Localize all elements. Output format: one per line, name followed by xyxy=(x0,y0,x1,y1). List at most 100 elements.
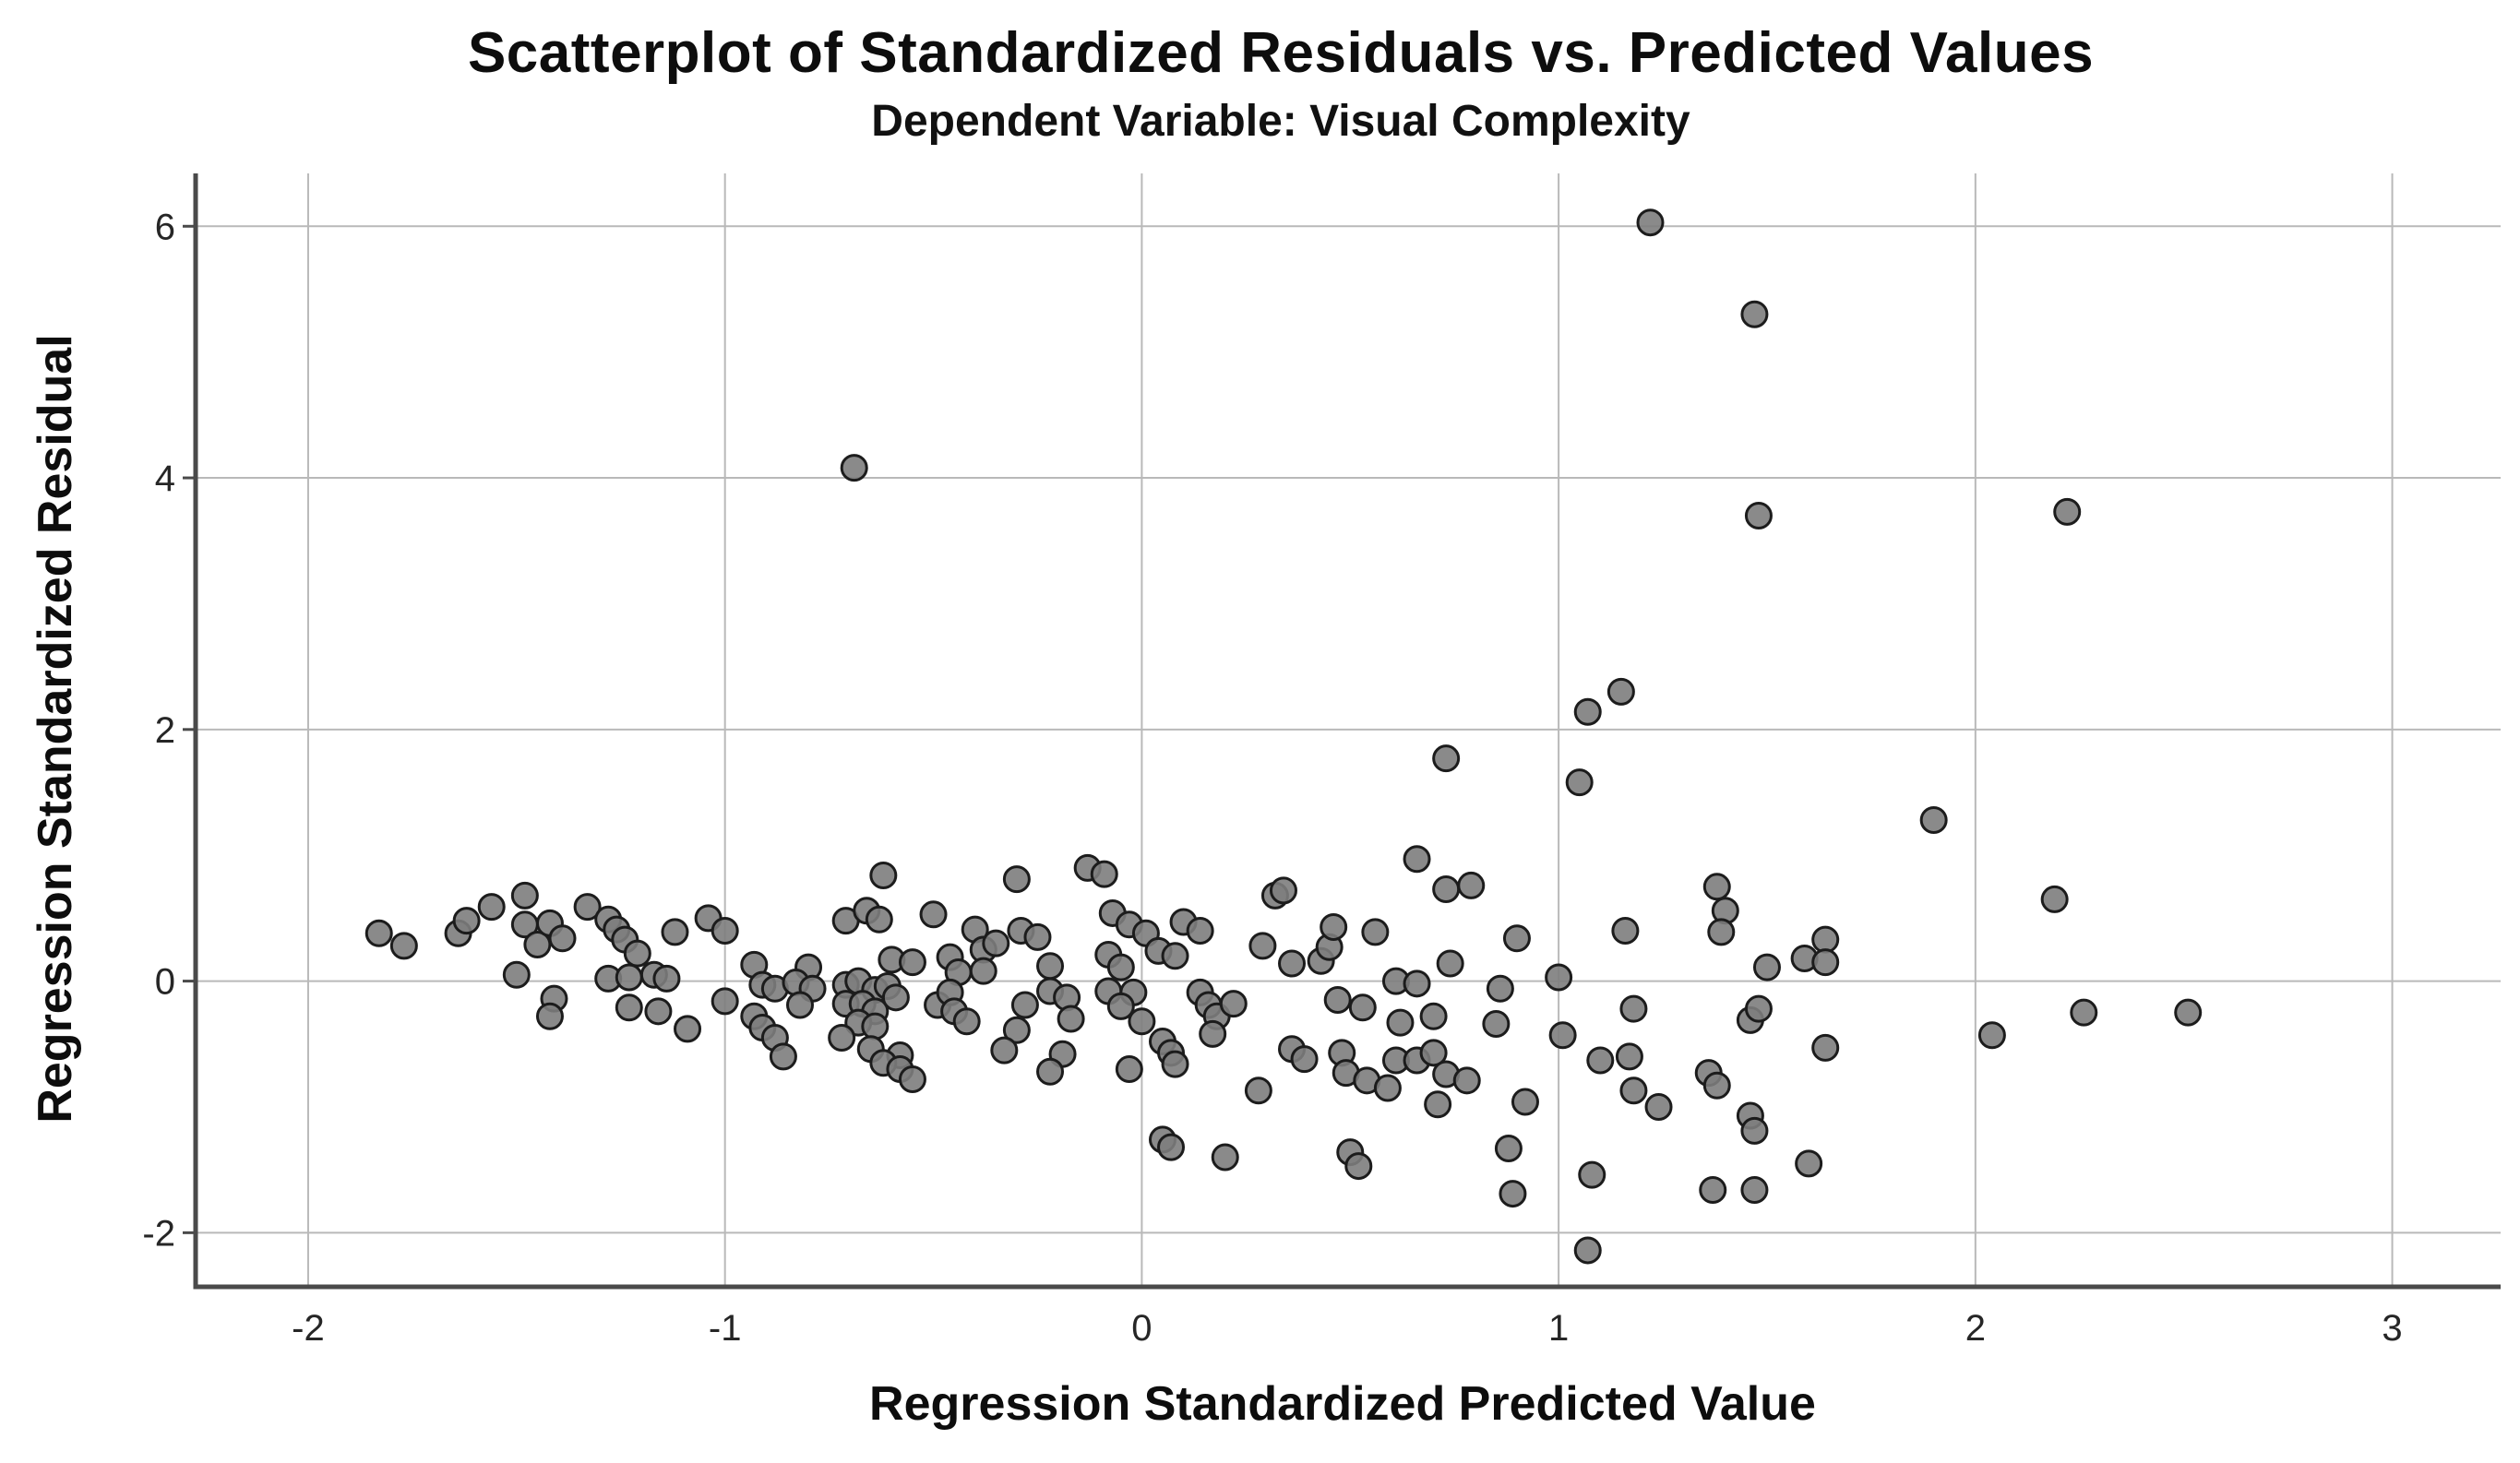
data-point xyxy=(623,939,651,968)
x-tick-label: 1 xyxy=(1548,1308,1569,1349)
data-point xyxy=(1740,300,1769,328)
data-point xyxy=(1811,1033,1840,1062)
data-point xyxy=(1373,1074,1402,1102)
data-point xyxy=(898,948,926,977)
data-point xyxy=(869,862,898,890)
data-point xyxy=(548,924,577,953)
data-point xyxy=(1494,1134,1523,1162)
data-point xyxy=(1057,1005,1085,1033)
data-point xyxy=(1615,1042,1643,1071)
data-point xyxy=(1811,925,1840,954)
data-point xyxy=(452,907,481,935)
data-point xyxy=(1744,501,1773,529)
data-point xyxy=(1320,912,1348,941)
data-point xyxy=(1977,1021,2006,1050)
y-tick-label: -2 xyxy=(142,1213,175,1254)
data-point xyxy=(711,987,739,1016)
data-point xyxy=(1219,990,1248,1018)
data-point xyxy=(1002,1016,1031,1044)
data-point xyxy=(1752,953,1781,981)
data-point xyxy=(1269,876,1297,905)
data-point xyxy=(1386,1008,1415,1037)
data-point xyxy=(1161,1050,1189,1078)
y-tick-label: 4 xyxy=(155,458,175,499)
y-axis-title: Regression Standardized Residual xyxy=(29,334,82,1124)
y-tick-label: 0 xyxy=(155,962,175,1003)
data-point xyxy=(364,919,393,947)
data-point xyxy=(1290,1045,1319,1074)
data-point xyxy=(1106,953,1135,981)
data-point xyxy=(969,957,997,985)
data-point xyxy=(881,983,910,1012)
data-point xyxy=(828,1023,856,1052)
data-point xyxy=(1578,1160,1606,1189)
data-point xyxy=(1023,922,1052,951)
chart-subtitle: Dependent Variable: Visual Complexity xyxy=(871,97,1690,146)
data-point xyxy=(1010,991,1039,1019)
data-point xyxy=(1548,1021,1577,1050)
data-point xyxy=(1002,865,1031,894)
data-point xyxy=(1744,994,1773,1023)
data-point xyxy=(644,997,673,1026)
data-point xyxy=(1419,1002,1448,1030)
data-point xyxy=(1403,969,1431,998)
data-point xyxy=(1278,949,1307,978)
data-point xyxy=(990,1036,1019,1065)
data-point xyxy=(1344,1152,1373,1181)
data-point xyxy=(674,1015,702,1043)
x-tick-label: 3 xyxy=(2382,1308,2402,1349)
data-point xyxy=(1611,917,1640,946)
data-point xyxy=(1432,875,1461,904)
chart-title: Scatterplot of Standardized Residuals vs… xyxy=(467,21,2095,85)
data-point xyxy=(711,917,739,946)
data-point xyxy=(502,960,531,989)
data-point xyxy=(1436,949,1464,978)
x-axis-title: Regression Standardized Predicted Value xyxy=(869,1377,1816,1431)
data-point xyxy=(1573,1236,1602,1265)
data-point xyxy=(1644,1092,1673,1121)
data-point xyxy=(510,881,539,910)
data-point xyxy=(861,1012,890,1041)
data-point xyxy=(1161,942,1189,970)
data-point xyxy=(1348,993,1377,1022)
data-point xyxy=(661,918,689,946)
data-point xyxy=(1486,974,1514,1003)
data-point xyxy=(1573,697,1602,726)
data-point xyxy=(2053,497,2082,526)
data-point xyxy=(1115,1055,1143,1084)
data-point xyxy=(1545,963,1573,992)
data-point xyxy=(615,993,643,1022)
data-point xyxy=(477,893,506,922)
data-point xyxy=(1699,1175,1727,1204)
data-point xyxy=(840,454,868,482)
data-point xyxy=(919,900,948,929)
x-tick-label: -1 xyxy=(709,1308,742,1349)
data-point xyxy=(1740,1116,1769,1145)
data-point xyxy=(1565,768,1594,797)
data-point xyxy=(1323,986,1352,1015)
data-point xyxy=(1424,1090,1452,1119)
data-point xyxy=(1702,1071,1731,1100)
data-point xyxy=(1403,845,1431,874)
data-point xyxy=(1419,1039,1448,1067)
data-point xyxy=(1452,1066,1481,1095)
data-point xyxy=(1157,1133,1186,1161)
data-point xyxy=(952,1007,981,1036)
data-point xyxy=(1619,994,1648,1023)
data-point xyxy=(1432,744,1461,773)
data-point xyxy=(785,991,814,1019)
y-tick-label: 6 xyxy=(155,207,175,247)
data-point xyxy=(1702,873,1731,901)
data-point xyxy=(1619,1076,1648,1105)
data-point xyxy=(1919,806,1948,835)
data-point xyxy=(1795,1149,1823,1178)
data-point xyxy=(1211,1143,1239,1172)
data-point xyxy=(1036,1057,1065,1086)
data-point xyxy=(898,1065,926,1093)
data-point xyxy=(523,931,552,959)
data-point xyxy=(982,929,1010,957)
data-point xyxy=(1457,871,1486,899)
data-point xyxy=(1502,924,1531,953)
data-point xyxy=(1511,1088,1539,1116)
